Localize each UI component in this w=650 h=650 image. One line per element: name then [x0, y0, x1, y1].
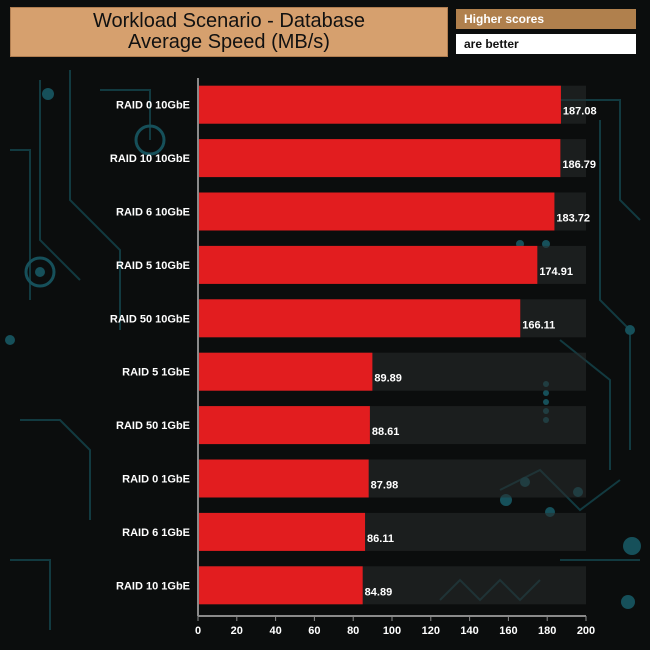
legend-higher-scores: Higher scores	[456, 9, 636, 29]
x-tick-label: 160	[499, 625, 517, 637]
bar	[198, 299, 521, 338]
category-label: RAID 5 10GbE	[116, 260, 190, 272]
x-tick-label: 140	[460, 625, 478, 637]
value-label: 88.61	[372, 426, 400, 438]
category-label: RAID 6 10GbE	[116, 207, 190, 219]
category-label: RAID 5 1GbE	[122, 367, 190, 379]
value-label: 86.11	[367, 533, 394, 545]
x-tick-label: 40	[269, 625, 281, 637]
x-tick-label: 80	[347, 625, 359, 637]
value-label: 187.08	[563, 106, 597, 118]
x-tick-label: 180	[538, 625, 556, 637]
x-tick-label: 200	[577, 625, 595, 637]
x-tick-label: 0	[195, 625, 201, 637]
bar	[198, 406, 370, 445]
value-label: 174.91	[539, 266, 573, 278]
chart-title: Workload Scenario - Database Average Spe…	[10, 7, 448, 57]
x-tick-label: 100	[383, 625, 401, 637]
category-label: RAID 0 1GbE	[122, 474, 190, 486]
bar	[198, 139, 561, 178]
chart-title-line1: Workload Scenario - Database	[93, 10, 365, 32]
x-tick-label: 20	[231, 625, 243, 637]
bar	[198, 245, 538, 284]
category-label: RAID 10 10GbE	[110, 153, 190, 165]
category-label: RAID 50 10GbE	[110, 313, 190, 325]
category-label: RAID 50 1GbE	[116, 420, 190, 432]
bar	[198, 192, 555, 231]
x-tick-label: 120	[422, 625, 440, 637]
value-label: 183.72	[556, 213, 590, 225]
value-label: 84.89	[365, 586, 393, 598]
category-label: RAID 0 10GbE	[116, 100, 190, 112]
bar	[198, 512, 366, 551]
bar	[198, 459, 369, 498]
value-label: 87.98	[371, 480, 399, 492]
bar	[198, 566, 363, 605]
bar	[198, 352, 373, 391]
category-label: RAID 6 1GbE	[122, 527, 190, 539]
x-tick-label: 60	[308, 625, 320, 637]
chart-title-line2: Average Speed (MB/s)	[128, 31, 330, 53]
value-label: 89.89	[374, 373, 402, 385]
value-label: 166.11	[522, 319, 555, 331]
value-label: 186.79	[562, 159, 596, 171]
legend-are-better: are better	[456, 34, 636, 54]
category-label: RAID 10 1GbE	[116, 580, 190, 592]
bar	[198, 85, 561, 124]
